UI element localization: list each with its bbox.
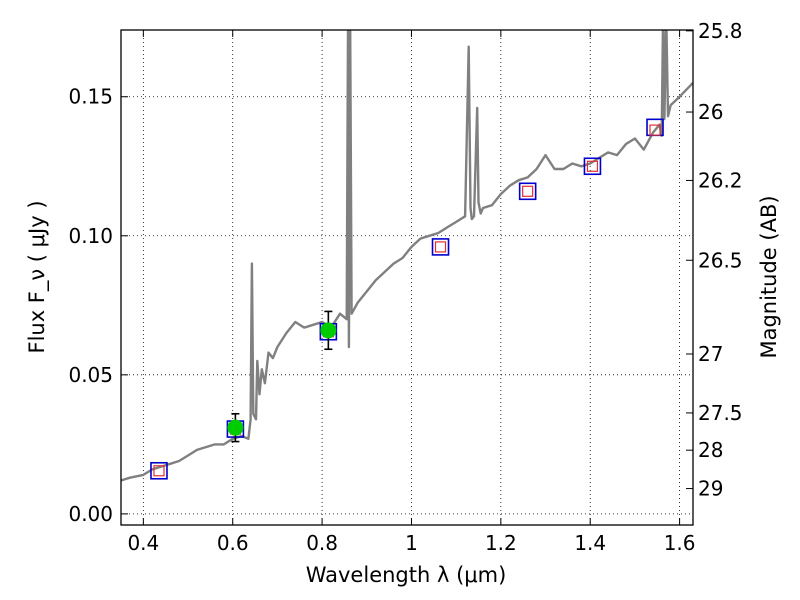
x-tick-label-3: 1 [405,531,418,555]
model-flux-5 [586,160,599,172]
grid [121,30,693,525]
model-flux-4 [522,185,534,197]
axis-ticks: 0.4 0.6 0.8 1 1.2 1.4 1.6 0.00 0.05 0.10 0.15 25.8 2… [68,19,742,555]
plot-frame [120,29,694,526]
x-tick-label-5: 1.4 [574,531,606,555]
filter-box-3 [431,238,450,256]
observed-point-1 [320,322,337,339]
y-right-tick-label-3: 26.5 [698,248,743,272]
model-flux-6 [649,124,661,136]
x-tick-label-1: 0.6 [217,531,249,555]
spectrum-line [121,30,693,482]
x-tick-label-6: 1.6 [664,531,696,555]
observed-point-0 [227,419,244,436]
x-tick-label-2: 0.8 [306,531,338,555]
x-tick-label-0: 0.4 [127,531,159,555]
y-axis-label: Flux F_ν ( μJy ) [25,200,50,353]
y-right-tick-label-7: 29 [698,477,723,501]
y-tick-label-3: 0.15 [68,85,113,109]
x-axis-label: Wavelength λ (μm) [306,563,507,587]
model-flux-3 [434,241,447,253]
x-tick-label-4: 1.2 [485,531,517,555]
y-right-tick-label-2: 26.2 [698,168,743,192]
y-right-tick-label-5: 27.5 [698,401,743,425]
y-right-tick-label-6: 28 [698,438,723,462]
y-right-tick-label-1: 26 [698,100,723,124]
y-tick-label-2: 0.10 [68,224,113,248]
y-right-axis-label: Magnitude (AB) [757,195,781,358]
plot-area [121,30,693,482]
filter-box-5 [583,157,602,176]
model-flux-0 [153,465,165,477]
y-tick-label-0: 0.00 [68,502,113,526]
filter-box-0 [150,461,168,480]
y-right-tick-label-0: 25.8 [698,19,743,43]
y-right-tick-label-4: 27 [698,342,723,366]
y-tick-label-1: 0.05 [68,363,113,387]
filter-box-4 [518,182,537,201]
